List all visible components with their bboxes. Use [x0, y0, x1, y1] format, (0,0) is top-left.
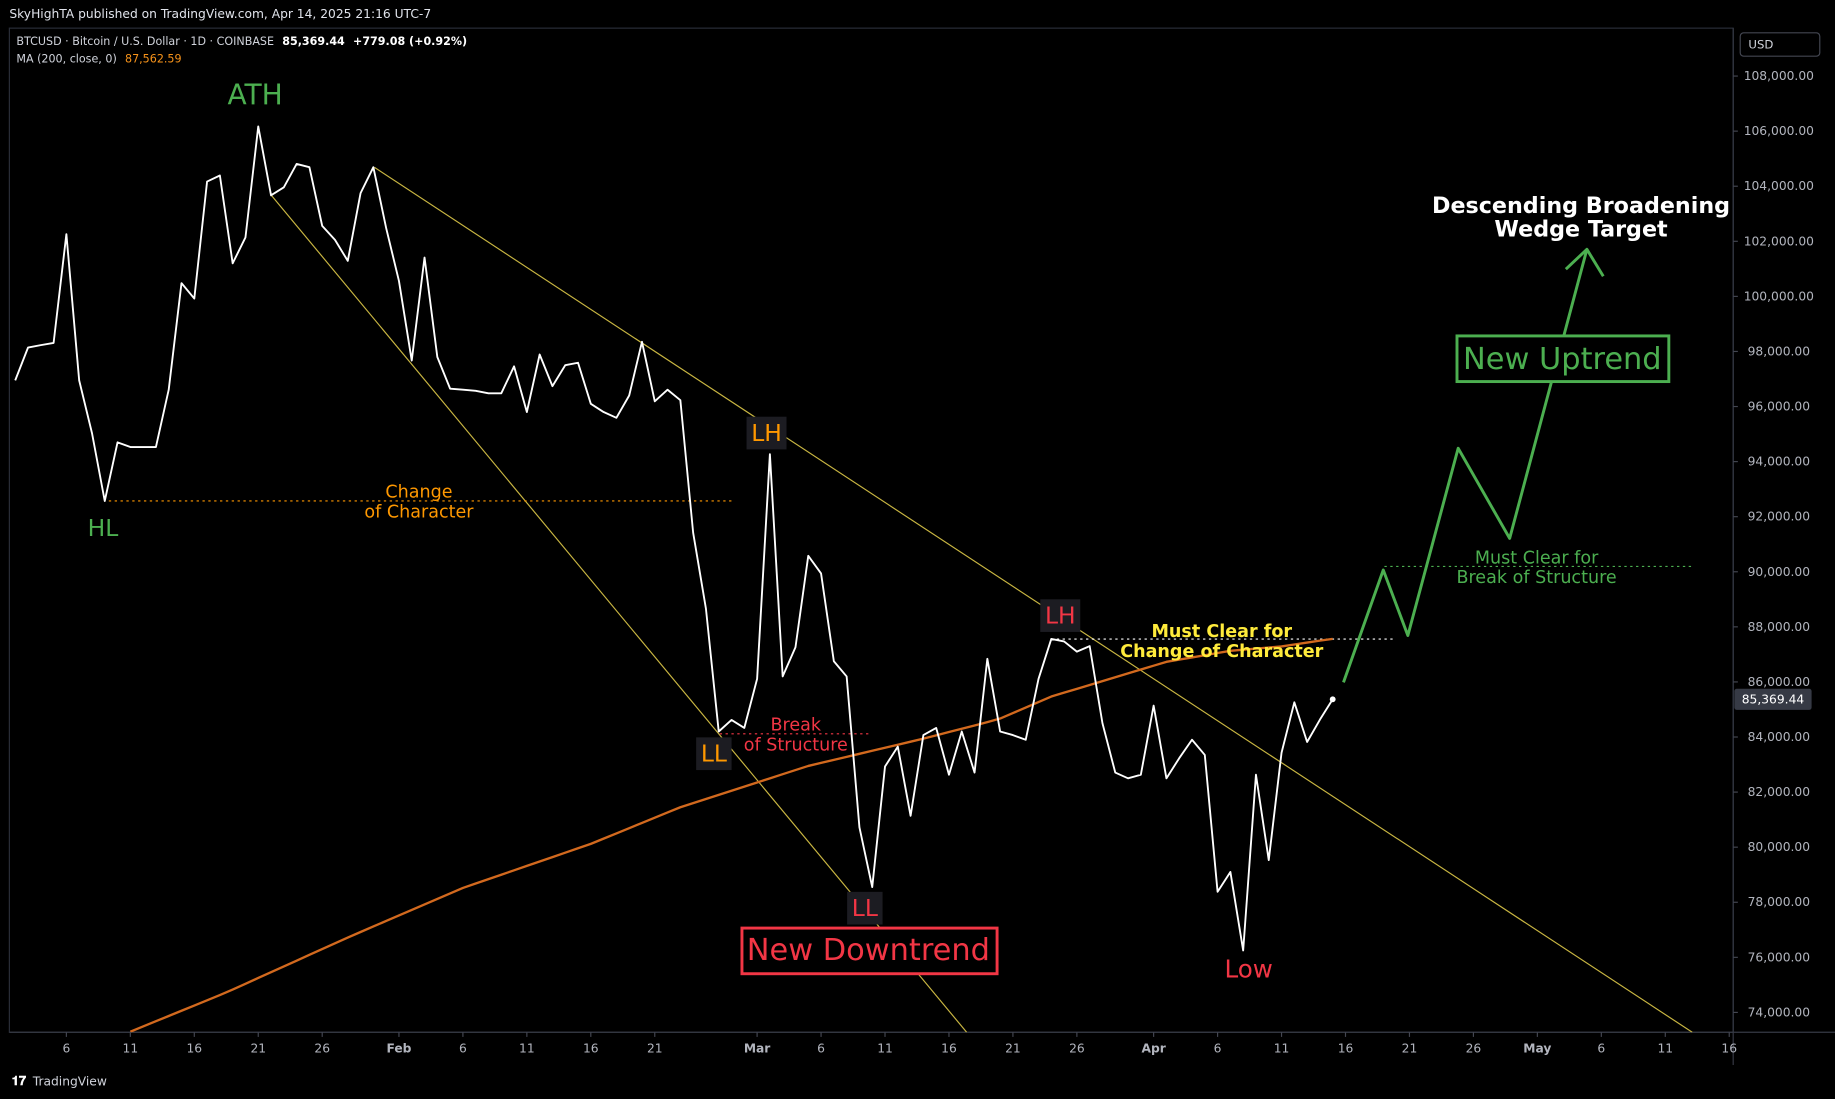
- y-tick-label: 108,000.00: [1744, 69, 1814, 83]
- x-tick-label: 21: [647, 1042, 663, 1056]
- x-tick-label: 16: [1338, 1042, 1354, 1056]
- y-tick-label: 104,000.00: [1744, 179, 1814, 193]
- y-tick-label: 82,000.00: [1748, 785, 1810, 799]
- y-tick-label: 106,000.00: [1744, 124, 1814, 138]
- annotation-label: Wedge Target: [1494, 216, 1668, 242]
- y-tick-label: 98,000.00: [1748, 344, 1810, 358]
- ma-line: [129, 637, 1333, 1033]
- x-tick-label: 16: [583, 1042, 599, 1056]
- y-tick-label: 78,000.00: [1748, 895, 1810, 909]
- x-tick-label: 6: [1214, 1042, 1222, 1056]
- projection-arrowhead: [1564, 247, 1605, 278]
- y-tick-label: 102,000.00: [1744, 234, 1814, 248]
- annotation-label: ATH: [227, 78, 282, 111]
- series-layer: [14, 125, 1336, 1033]
- y-tick-label: 100,000.00: [1744, 289, 1814, 303]
- annotation-label: LH: [1045, 602, 1076, 630]
- annotation-label: Descending Broadening: [1432, 193, 1730, 219]
- annotation-label: Must Clear for: [1151, 622, 1292, 642]
- x-tick-label: 21: [1005, 1042, 1021, 1056]
- last-price-axis-label: 85,369.44: [1742, 692, 1805, 706]
- price-change: +779.08 (+0.92%): [353, 35, 467, 48]
- annotation-label: Break: [771, 716, 822, 736]
- annotation-label: Break of Structure: [1456, 568, 1616, 588]
- last-price: 85,369.44: [282, 35, 345, 48]
- annotation-label: LL: [701, 740, 727, 768]
- x-tick-label: Apr: [1141, 1042, 1166, 1056]
- symbol-legend: BTCUSD · Bitcoin / U.S. Dollar · 1D · CO…: [16, 35, 467, 48]
- y-tick-label: 84,000.00: [1748, 730, 1810, 744]
- annotation-label: New Uptrend: [1463, 342, 1662, 377]
- x-tick-label: 6: [817, 1042, 825, 1056]
- x-tick-label: 26: [314, 1042, 330, 1056]
- footer-logo: 𝟏𝟕: [12, 1074, 27, 1089]
- price-line: [14, 125, 1334, 952]
- annotation-label: LL: [852, 894, 878, 922]
- x-tick-label: 11: [1274, 1042, 1290, 1056]
- x-tick-label: 16: [941, 1042, 957, 1056]
- last-point: [1329, 696, 1336, 703]
- x-tick-label: 26: [1069, 1042, 1085, 1056]
- annotation-label: Change of Character: [1120, 642, 1323, 662]
- x-tick-label: 11: [877, 1042, 893, 1056]
- currency-label: USD: [1748, 38, 1773, 52]
- x-tick-label: 6: [459, 1042, 467, 1056]
- annotation-label: Must Clear for: [1475, 548, 1599, 568]
- last-price-box: [1734, 688, 1812, 710]
- x-tick-label: 6: [1597, 1042, 1605, 1056]
- x-tick-label: Mar: [744, 1042, 771, 1056]
- annotation-box: [740, 926, 999, 976]
- footer: 𝟏𝟕 TradingView: [12, 1074, 107, 1089]
- annotation-box: [1455, 334, 1671, 384]
- y-tick-label: 76,000.00: [1748, 950, 1810, 964]
- x-tick-label: Feb: [386, 1042, 411, 1056]
- y-tick-label: 96,000.00: [1748, 400, 1810, 414]
- x-tick-label: May: [1523, 1042, 1551, 1056]
- x-tick-label: 6: [62, 1042, 70, 1056]
- upper-trendline: [374, 166, 1693, 1033]
- annotation-label: Low: [1225, 955, 1273, 984]
- annotation-label: LH: [751, 419, 782, 447]
- y-tick-label: 92,000.00: [1748, 510, 1810, 524]
- y-tick-label: 80,000.00: [1748, 840, 1810, 854]
- publish-header: SkyHighTA published on TradingView.com, …: [9, 7, 431, 21]
- annotation-label: HL: [88, 514, 119, 542]
- x-tick-label: 16: [186, 1042, 202, 1056]
- x-tick-label: 11: [123, 1042, 139, 1056]
- x-tick-label: 21: [250, 1042, 266, 1056]
- x-tick-label: 16: [1721, 1042, 1737, 1056]
- x-tick-label: 11: [519, 1042, 535, 1056]
- x-tick-label: 11: [1657, 1042, 1673, 1056]
- ma-last-value: 87,562.59: [125, 52, 182, 65]
- annotation-bg: [696, 737, 732, 771]
- axis-layer: 74,000.00 76,000.00 78,000.00 80,000.00 82,0…: [62, 69, 1813, 1056]
- annotation-bg: [847, 891, 883, 925]
- projection-path: [1342, 248, 1589, 683]
- annotation-label: of Structure: [744, 736, 848, 756]
- ma-legend: MA (200, close, 0) 87,562.59: [16, 52, 181, 65]
- annotation-label: New Downtrend: [747, 933, 990, 968]
- y-tick-label: 90,000.00: [1748, 565, 1810, 579]
- annotation-bg: [746, 416, 787, 450]
- annotation-label: of Character: [364, 503, 474, 523]
- x-tick-label: 21: [1402, 1042, 1418, 1056]
- x-tick-label: 26: [1466, 1042, 1482, 1056]
- y-tick-label: 86,000.00: [1748, 675, 1810, 689]
- y-tick-label: 88,000.00: [1748, 620, 1810, 634]
- symbol-name: BTCUSD · Bitcoin / U.S. Dollar · 1D · CO…: [16, 35, 274, 48]
- y-tick-label: 94,000.00: [1748, 455, 1810, 469]
- annotation-label: Change: [385, 483, 452, 503]
- y-tick-label: 74,000.00: [1748, 1005, 1810, 1019]
- footer-brand: TradingView: [32, 1074, 107, 1088]
- annotation-bg: [1040, 599, 1081, 632]
- ma-name: MA (200, close, 0): [16, 52, 116, 65]
- currency-box[interactable]: [1739, 32, 1821, 57]
